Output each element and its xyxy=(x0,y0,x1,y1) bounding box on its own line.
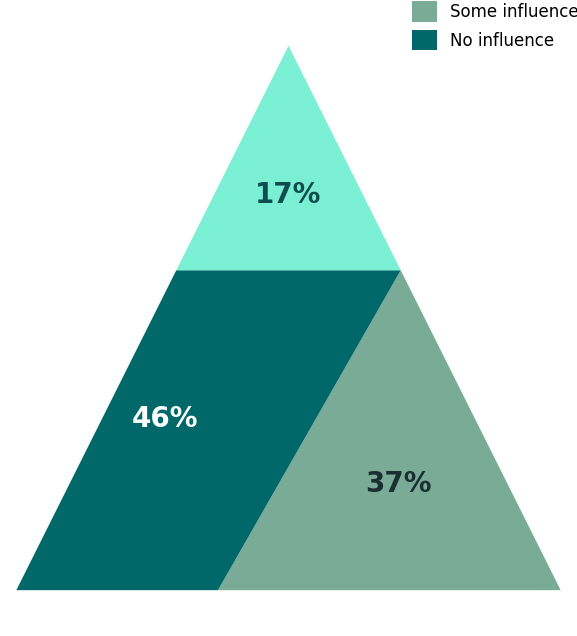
Legend: Strong influence, Some influence, No influence: Strong influence, Some influence, No inf… xyxy=(411,0,577,50)
Polygon shape xyxy=(218,270,561,590)
Polygon shape xyxy=(16,270,400,590)
Text: 46%: 46% xyxy=(132,405,198,433)
Text: 17%: 17% xyxy=(255,181,322,209)
Text: 37%: 37% xyxy=(365,469,432,497)
Polygon shape xyxy=(177,46,400,270)
